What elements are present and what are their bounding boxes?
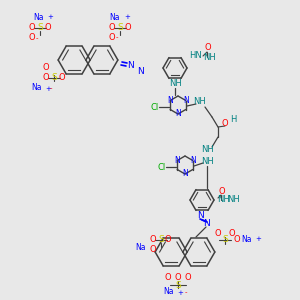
Text: N: N (127, 61, 134, 70)
Text: N: N (175, 110, 181, 118)
Text: O: O (205, 44, 211, 52)
Text: O: O (29, 23, 35, 32)
Text: N: N (136, 68, 143, 76)
Text: +: + (177, 290, 183, 296)
Text: N: N (183, 96, 189, 105)
Text: O: O (165, 236, 171, 244)
Text: NH: NH (201, 158, 213, 166)
Text: S: S (117, 23, 123, 32)
Text: Na: Na (135, 244, 145, 253)
Text: O: O (43, 74, 49, 82)
Text: O: O (29, 34, 35, 43)
Text: O: O (45, 23, 51, 32)
Text: N: N (174, 156, 180, 165)
Text: HN: HN (190, 50, 202, 59)
Text: O: O (109, 34, 115, 43)
Text: O: O (165, 274, 171, 283)
Text: O: O (222, 118, 228, 127)
Text: S: S (51, 74, 57, 82)
Text: Cl: Cl (158, 164, 166, 172)
Text: -: - (116, 34, 118, 40)
Text: O: O (43, 64, 49, 73)
Text: N: N (182, 169, 188, 178)
Text: O: O (215, 229, 221, 238)
Text: Na: Na (241, 236, 251, 244)
Text: O: O (125, 23, 131, 32)
Text: Na: Na (110, 14, 120, 22)
Text: N: N (202, 220, 209, 229)
Text: N: N (190, 156, 196, 165)
Text: NH: NH (169, 79, 182, 88)
Text: O: O (109, 23, 115, 32)
Text: -: - (36, 35, 38, 41)
Text: O: O (175, 274, 181, 283)
Text: -: - (50, 85, 52, 91)
Text: Cl: Cl (151, 103, 159, 112)
Text: +: + (124, 14, 130, 20)
Text: H: H (230, 116, 236, 124)
Text: S: S (175, 280, 181, 290)
Text: NH: NH (218, 196, 230, 205)
Text: O: O (185, 274, 191, 283)
Text: O: O (150, 236, 156, 244)
Text: O: O (229, 229, 235, 238)
Text: Na: Na (31, 83, 41, 92)
Text: +: + (47, 14, 53, 20)
Text: -: - (185, 289, 187, 295)
Text: S: S (158, 236, 164, 244)
Text: +: + (255, 236, 261, 242)
Text: N: N (167, 96, 173, 105)
Text: NH: NH (194, 98, 206, 106)
Text: +: + (45, 86, 51, 92)
Text: NH: NH (204, 52, 216, 62)
Text: O: O (59, 74, 65, 82)
Text: NH: NH (228, 196, 240, 205)
Text: O: O (219, 188, 225, 196)
Text: S: S (222, 236, 228, 244)
Text: N: N (196, 212, 203, 220)
Text: O: O (150, 245, 156, 254)
Text: S: S (37, 23, 43, 32)
Text: Na: Na (163, 287, 173, 296)
Text: Na: Na (33, 14, 43, 22)
Text: NH: NH (202, 146, 214, 154)
Text: O: O (234, 236, 240, 244)
